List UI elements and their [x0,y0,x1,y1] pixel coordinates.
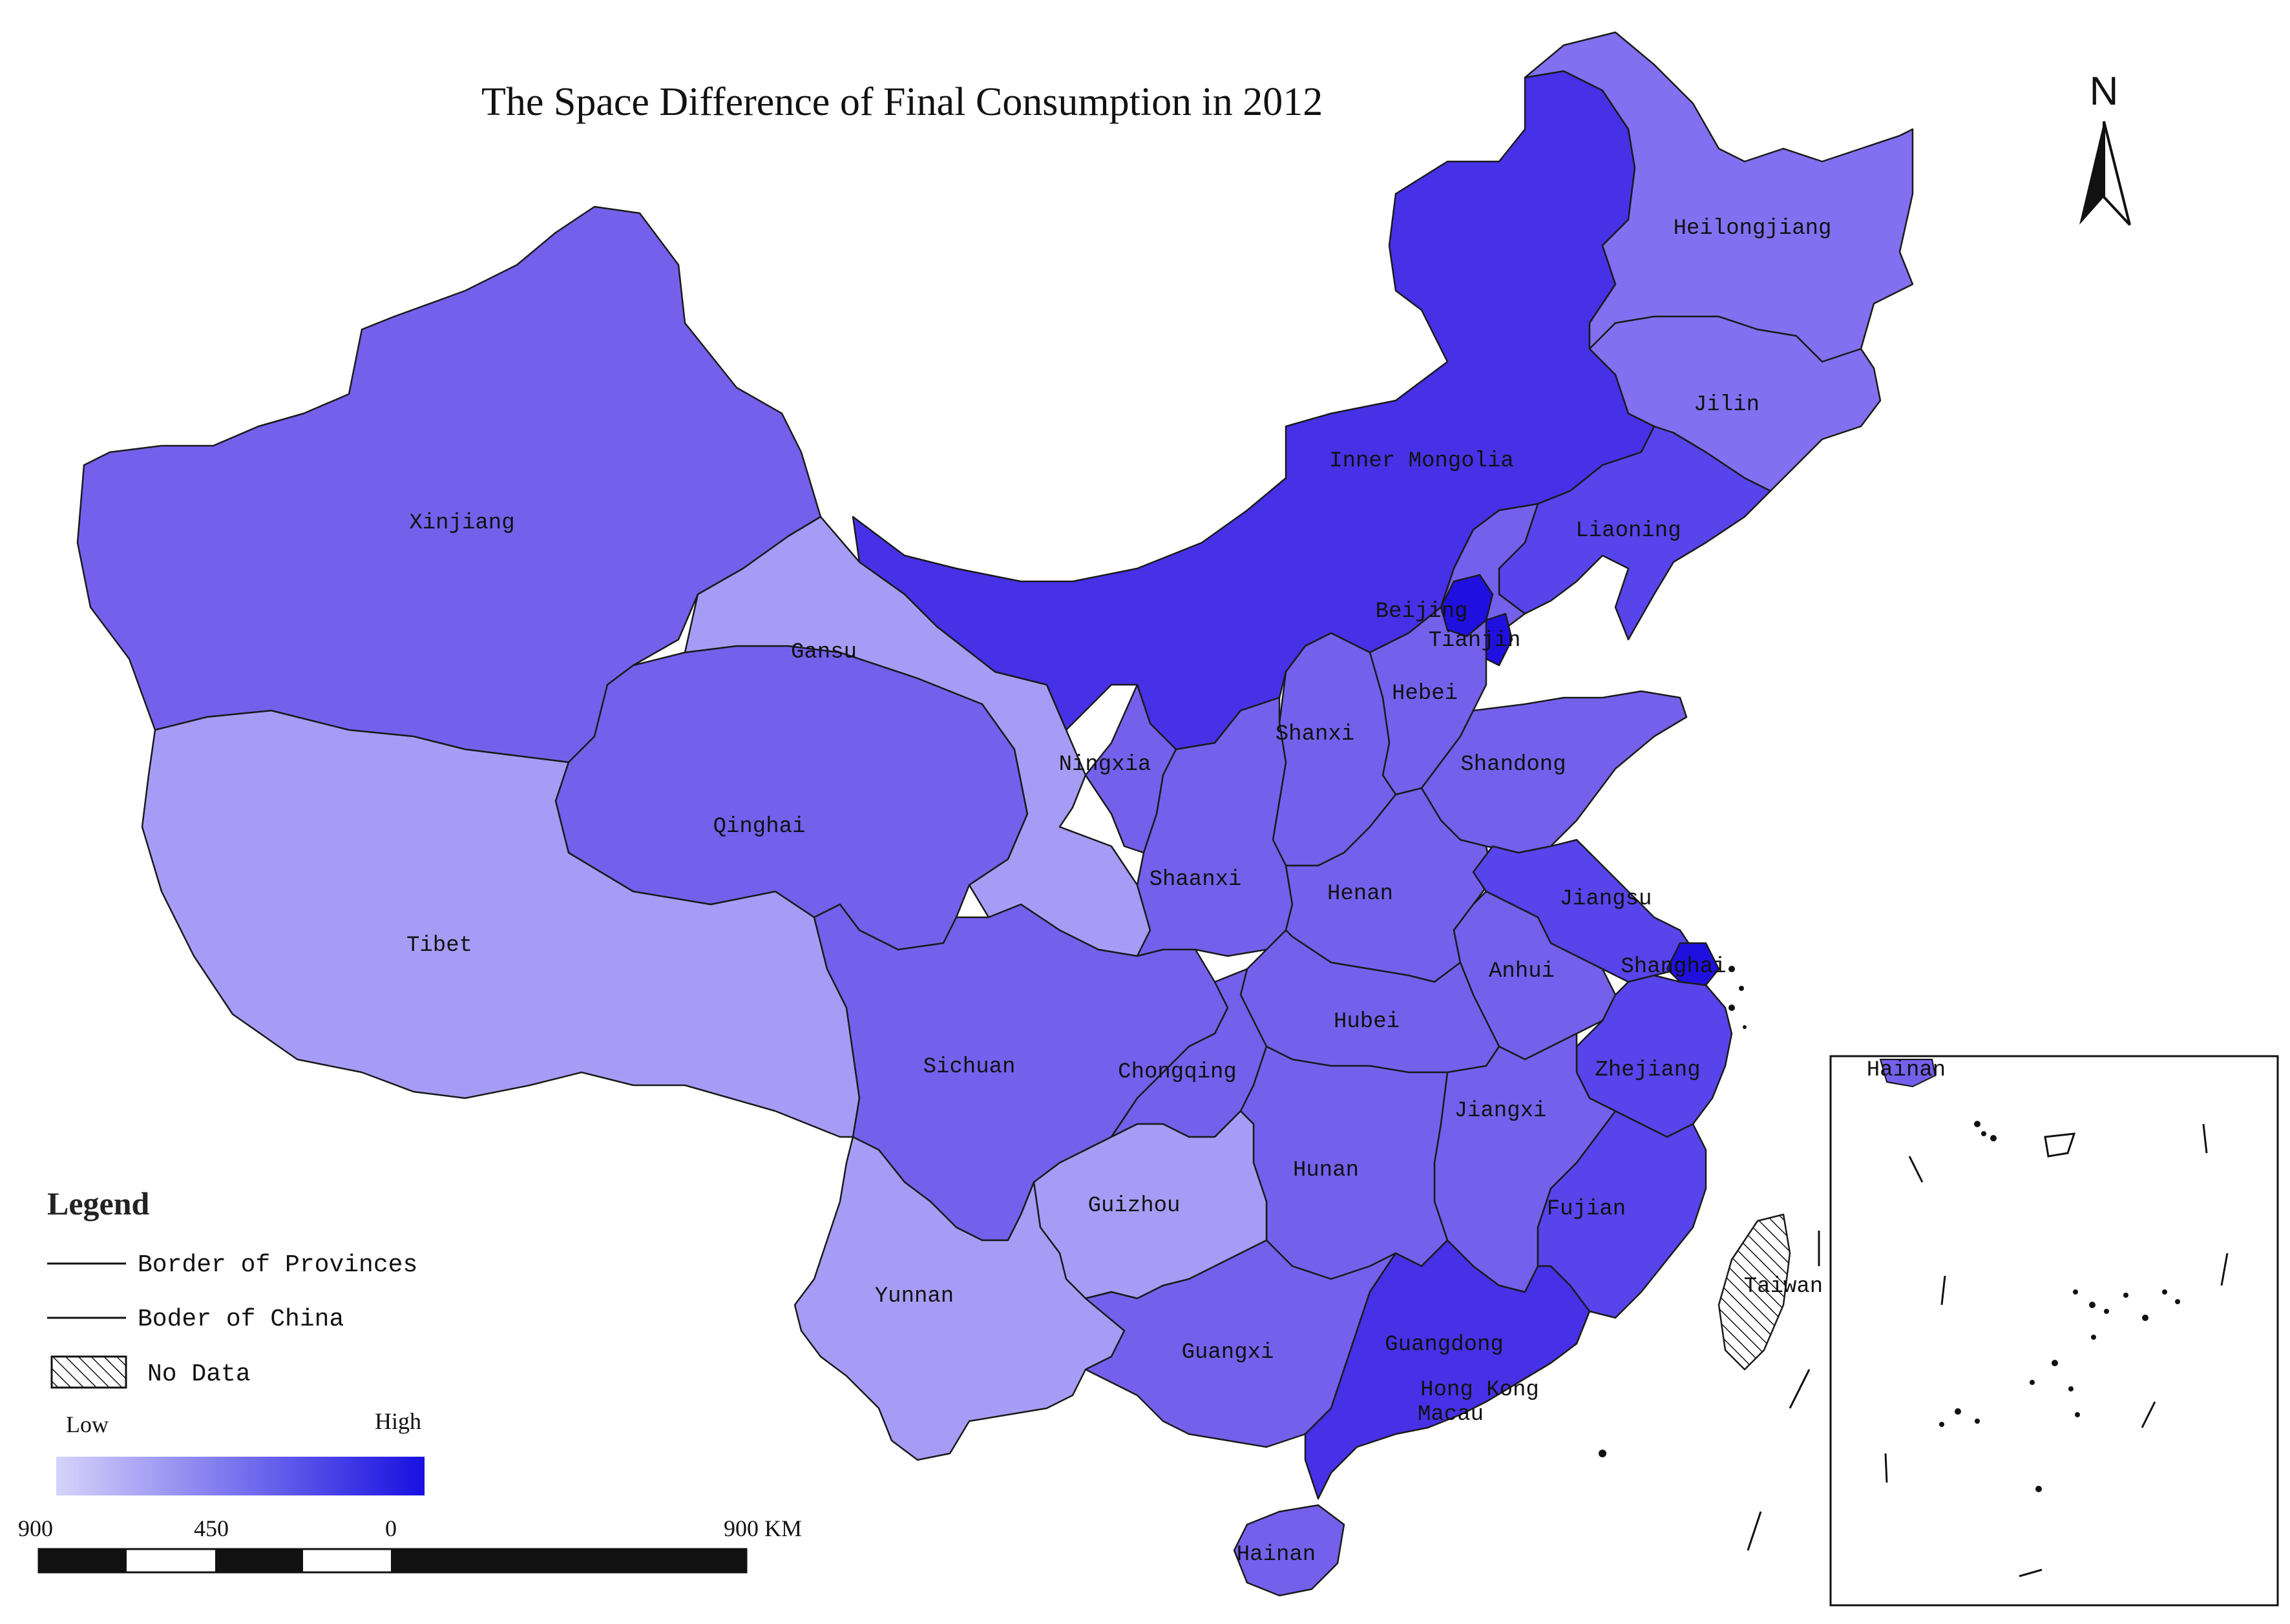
map-title: The Space Difference of Final Consumptio… [481,80,1323,124]
legend-province-border: Border of Provinces [138,1251,417,1279]
label-zhejiang: Zhejiang [1595,1058,1700,1083]
province-yunnan[interactable] [793,1136,1126,1461]
inset-hainan-shape [1879,1059,1937,1088]
label-guangxi: Guangxi [1182,1340,1274,1365]
label-xinjiang: Xinjiang [409,511,514,536]
legend-low: Low [66,1411,109,1437]
legend-china-border: Boder of China [138,1306,344,1333]
label-hong-kong: Hong Kong [1420,1378,1539,1402]
label-anhui: Anhui [1489,959,1555,984]
label-tibet: Tibet [406,933,472,958]
label-henan: Henan [1327,882,1393,906]
label-heilongjiang: Heilongjiang [1674,216,1832,241]
scale-bar: 900 450 0 900 KM [18,1515,802,1574]
coastal-marks [1747,1231,1820,1551]
label-guangdong: Guangdong [1385,1333,1504,1357]
label-ningxia: Ningxia [1059,753,1151,777]
label-gansu: Gansu [791,640,857,665]
no-data-swatch [50,1355,127,1389]
label-chongqing: Chongqing [1118,1060,1237,1085]
south-china-sea-inset: Hainan [1829,1055,2279,1607]
label-guizhou: Guizhou [1088,1194,1181,1218]
legend-high: High [375,1408,421,1434]
north-arrow-icon: N [2079,69,2131,226]
scale-tick-0: 900 [18,1515,53,1541]
label-liaoning: Liaoning [1575,519,1681,543]
label-macau: Macau [1418,1402,1484,1427]
label-shanghai: Shanghai [1621,955,1726,979]
color-ramp [56,1457,425,1495]
label-taiwan: Taiwan [1744,1275,1823,1299]
label-tianjin: Tianjin [1429,629,1521,653]
coastal-islands [1599,966,1747,1457]
label-sichuan: Sichuan [923,1055,1016,1079]
label-hebei: Hebei [1392,682,1458,706]
province-labels-layer: Xinjiang Tibet Qinghai Gansu Inner Mongo… [406,216,1831,1567]
legend-no-data: No Data [147,1360,251,1388]
label-hainan: Hainan [1237,1543,1316,1567]
label-yunnan: Yunnan [875,1284,954,1309]
label-jiangsu: Jiangsu [1560,887,1652,911]
label-hunan: Hunan [1293,1158,1359,1183]
label-fujian: Fujian [1547,1197,1626,1222]
north-label: N [2090,69,2119,114]
label-qinghai: Qinghai [713,815,806,839]
inset-hainan-label: Hainan [1867,1058,1946,1083]
scale-tick-2: 0 [385,1515,397,1541]
province-tianjin[interactable] [1485,612,1513,667]
label-jilin: Jilin [1694,393,1760,417]
label-shaanxi: Shaanxi [1150,868,1242,892]
scale-tick-1: 450 [194,1515,229,1541]
province-guangdong[interactable] [1304,1239,1591,1500]
legend-title: Legend [47,1185,150,1222]
label-beijing: Beijing [1376,599,1468,624]
province-inner-mongolia[interactable] [852,70,1655,751]
province-fujian[interactable] [1537,1110,1707,1319]
legend: Legend Border of Provinces Boder of Chin… [47,1185,425,1495]
scale-tick-3: 900 KM [724,1515,802,1541]
province-hainan[interactable] [1233,1504,1345,1597]
province-taiwan[interactable] [1718,1213,1791,1371]
label-inner-mongolia: Inner Mongolia [1329,449,1514,474]
label-hubei: Hubei [1334,1010,1400,1034]
provinces-layer [76,31,1914,1597]
label-shanxi: Shanxi [1276,722,1354,747]
label-jiangxi: Jiangxi [1455,1099,1547,1123]
province-beijing[interactable] [1440,574,1494,638]
label-shandong: Shandong [1460,753,1566,777]
